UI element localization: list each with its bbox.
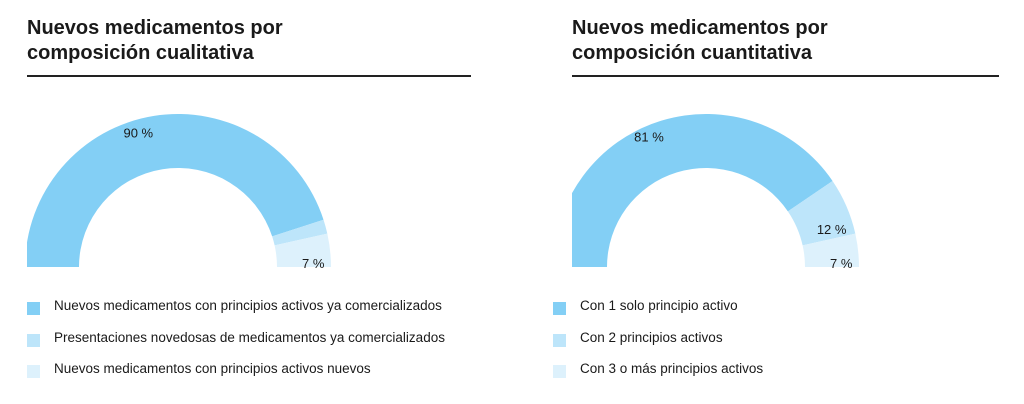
- legend-label: Con 2 principios activos: [580, 329, 723, 345]
- legend-swatch: [553, 365, 566, 378]
- chart-title: Nuevos medicamentos por composición cuali…: [27, 16, 283, 66]
- chart-title: Nuevos medicamentos por composición cuant…: [572, 16, 828, 66]
- title-line: Nuevos medicamentos por: [572, 17, 828, 39]
- slice-label: 7 %: [302, 256, 325, 271]
- donut-slice: [274, 233, 331, 267]
- donut-slice: [572, 114, 833, 267]
- title-line: Nuevos medicamentos por: [27, 17, 283, 39]
- legend-swatch: [553, 302, 566, 315]
- legend-item: Nuevos medicamentos con principios activ…: [27, 298, 445, 330]
- slice-label: 90 %: [123, 126, 153, 141]
- legend-item: Presentaciones novedosas de medicamentos…: [27, 330, 445, 362]
- legend: Nuevos medicamentos con principios activ…: [27, 298, 445, 393]
- legend-swatch: [27, 302, 40, 315]
- donut-slice: [802, 233, 859, 267]
- slice-label: 81 %: [634, 130, 664, 145]
- legend: Con 1 solo principio activo Con 2 princi…: [553, 298, 763, 393]
- legend-item: Con 3 o más principios activos: [553, 361, 763, 393]
- title-line: composición cuantitativa: [572, 42, 813, 64]
- legend-swatch: [27, 333, 40, 347]
- legend-item: Con 1 solo principio activo: [553, 298, 763, 330]
- chart-qualitative: Nuevos medicamentos por composición cuali…: [27, 0, 471, 404]
- legend-swatch: [553, 333, 566, 347]
- title-rule: [572, 75, 999, 77]
- slice-label: 7 %: [830, 256, 853, 271]
- title-line: composición cualitativa: [27, 42, 254, 64]
- legend-label: Con 3 o más principios activos: [580, 361, 764, 376]
- legend-label: Nuevos medicamentos con principios activ…: [54, 298, 442, 313]
- semi-donut-chart: 90 %3 %7 %: [27, 114, 331, 271]
- title-rule: [27, 75, 471, 77]
- legend-label: Con 1 solo principio activo: [580, 298, 738, 313]
- slice-label: 12 %: [817, 222, 847, 237]
- donut-slice: [27, 114, 324, 267]
- legend-label: Presentaciones novedosas de medicamentos…: [54, 329, 445, 345]
- legend-swatch: [27, 365, 40, 378]
- semi-donut-chart: 81 % 12 % 7 %: [572, 114, 859, 271]
- donut-slice: [272, 219, 328, 246]
- legend-label: Nuevos medicamentos con principios activ…: [54, 361, 371, 376]
- donut-slice: [787, 181, 856, 246]
- legend-item: Con 2 principios activos: [553, 330, 763, 362]
- legend-item: Nuevos medicamentos con principios activ…: [27, 361, 445, 393]
- chart-quantitative: Nuevos medicamentos por composición cuant…: [553, 0, 999, 404]
